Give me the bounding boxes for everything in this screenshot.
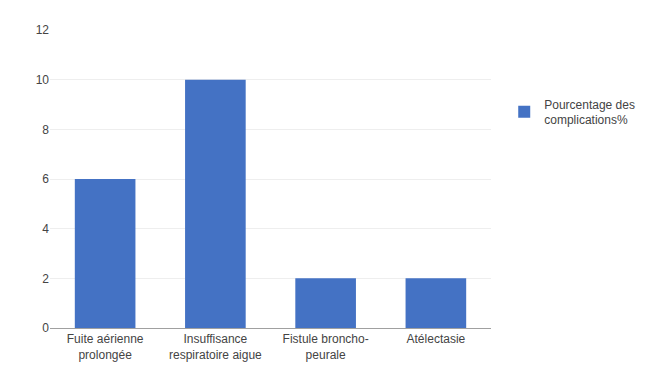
svg-text:Fuite aérienneprolongée: Fuite aérienneprolongée [67,332,144,362]
svg-text:4: 4 [42,222,49,236]
svg-text:Fistule broncho-peurale: Fistule broncho-peurale [283,332,369,362]
svg-text:Insuffisancerespiratoire aigue: Insuffisancerespiratoire aigue [169,332,262,362]
svg-text:8: 8 [42,123,49,137]
svg-text:Pourcentage descomplications%: Pourcentage descomplications% [544,98,635,128]
svg-text:12: 12 [36,23,50,37]
svg-text:6: 6 [42,172,49,186]
svg-text:2: 2 [42,272,49,286]
svg-text:0: 0 [42,321,49,335]
svg-text:Atélectasie: Atélectasie [407,332,466,346]
svg-text:10: 10 [36,73,50,87]
